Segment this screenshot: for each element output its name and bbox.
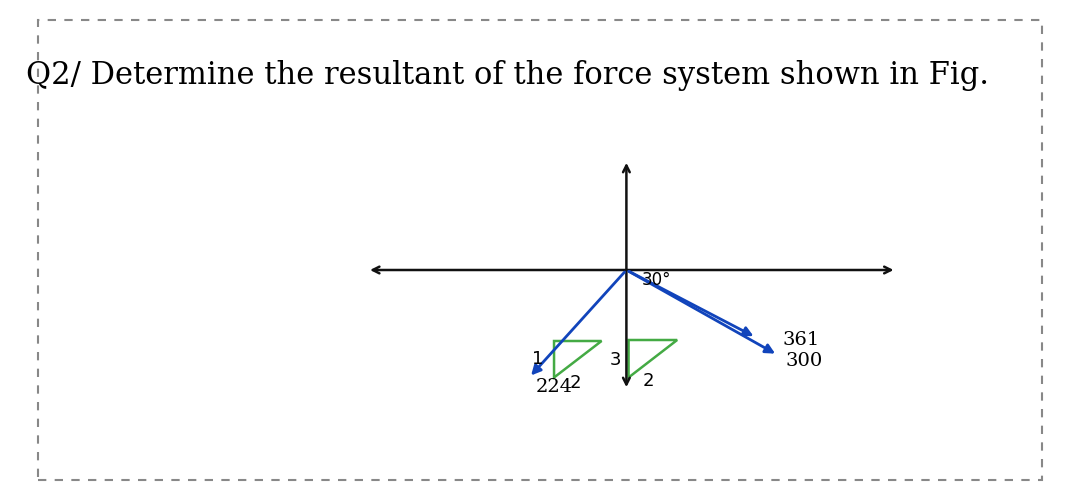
Text: 361: 361 [783, 331, 820, 349]
Text: 300: 300 [786, 352, 823, 370]
Text: 3: 3 [610, 351, 621, 369]
Text: 224: 224 [536, 378, 572, 396]
Text: 2: 2 [570, 374, 581, 392]
Text: 30°: 30° [642, 271, 672, 289]
Text: 1: 1 [532, 350, 543, 368]
Text: Q2/ Determine the resultant of the force system shown in Fig.: Q2/ Determine the resultant of the force… [26, 60, 989, 91]
Text: 2: 2 [643, 372, 653, 390]
